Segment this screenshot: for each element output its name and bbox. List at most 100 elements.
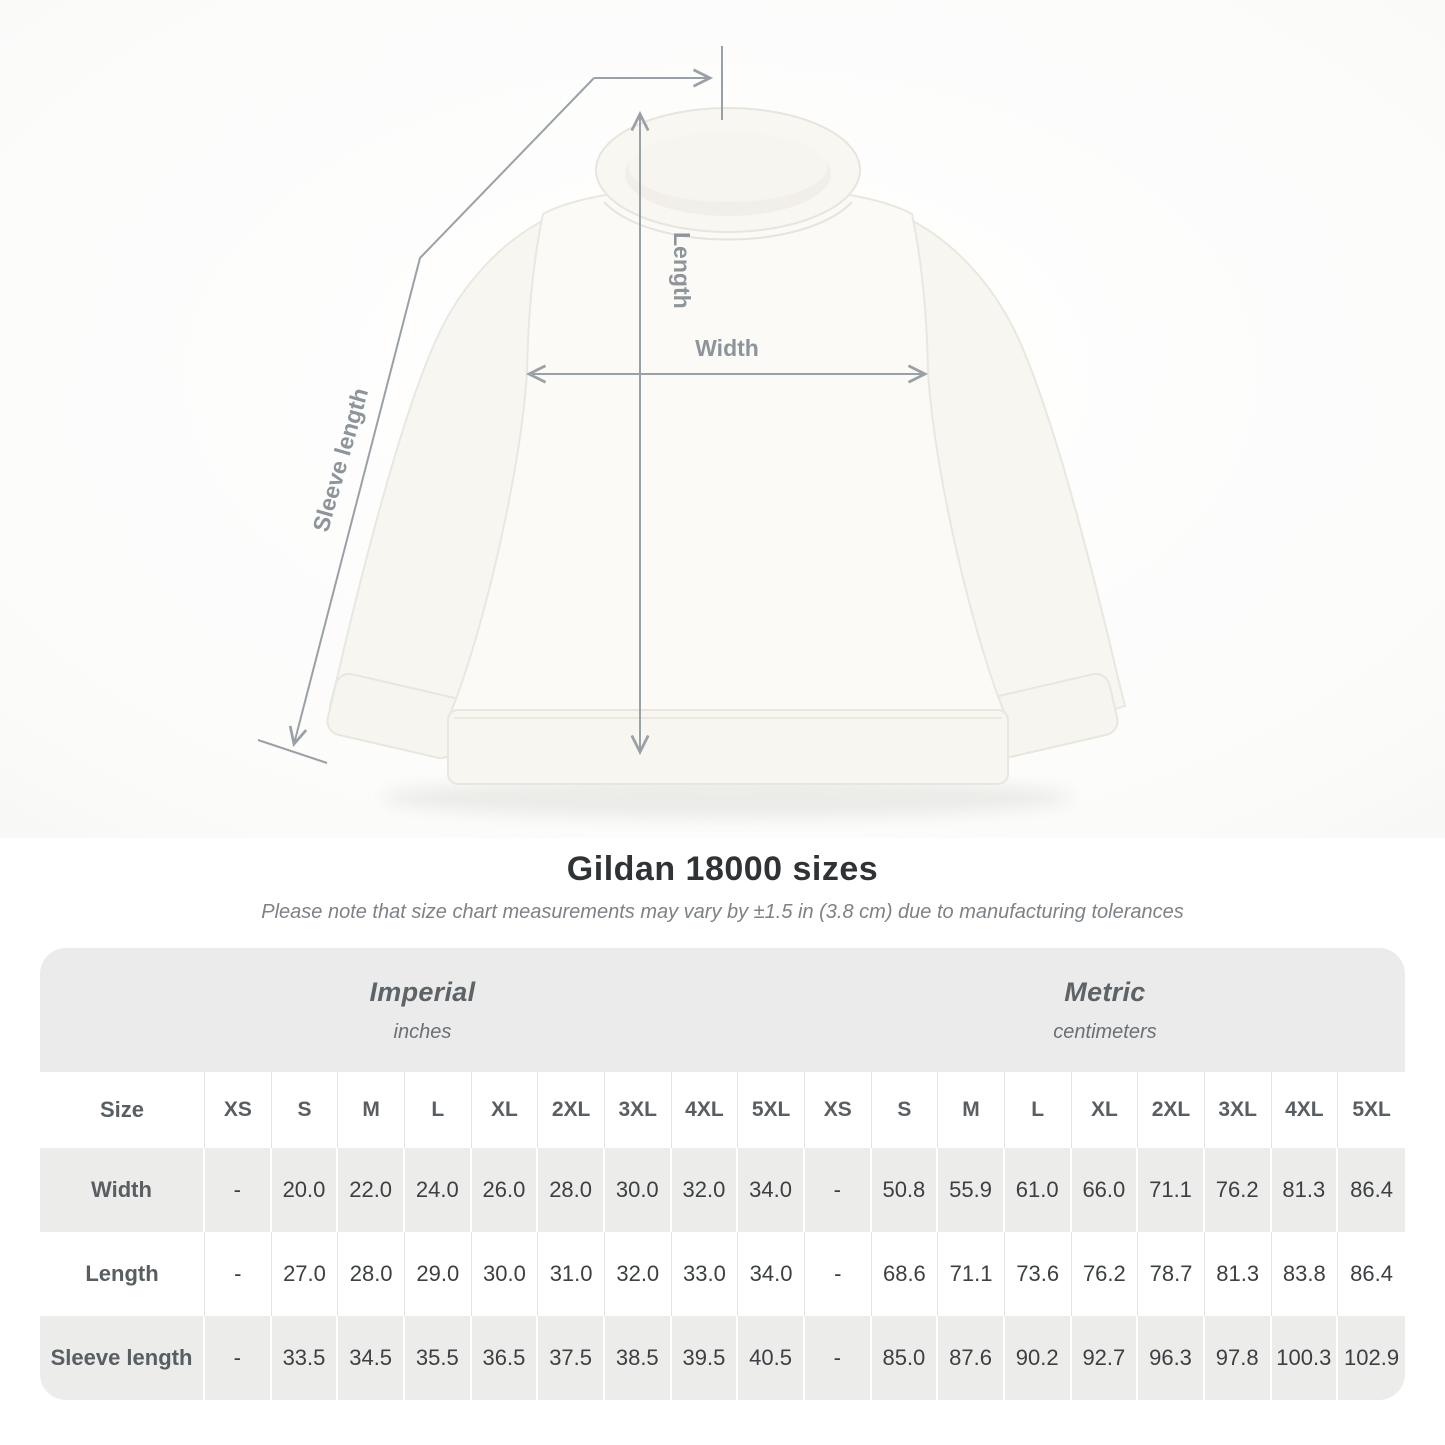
width-label: Width xyxy=(695,335,759,361)
unit-band-row: Imperial inches Metric centimeters xyxy=(40,948,1405,1072)
size-col-metric-3xl: 3XL xyxy=(1204,1072,1272,1148)
value-cell: 50.8 xyxy=(871,1148,939,1232)
value-cell: 35.5 xyxy=(404,1316,472,1400)
size-col-imperial-s: S xyxy=(271,1072,339,1148)
value-cell: 34.0 xyxy=(738,1148,805,1232)
row-length: Length -27.0 28.0 29.0 30.0 31.0 32.0 33.0 34.0… xyxy=(40,1232,1405,1316)
size-col-imperial-3xl: 3XL xyxy=(604,1072,672,1148)
size-col-metric-l: L xyxy=(1004,1072,1072,1148)
value-cell: - xyxy=(804,1232,872,1316)
value-cell: 83.8 xyxy=(1271,1232,1339,1316)
row-sleeve-length-label: Sleeve length xyxy=(40,1316,205,1400)
value-cell: 36.5 xyxy=(471,1316,539,1400)
size-col-metric-s: S xyxy=(871,1072,939,1148)
size-col-metric-4xl: 4XL xyxy=(1271,1072,1339,1148)
value-cell: 28.0 xyxy=(338,1232,405,1316)
value-cell: 71.1 xyxy=(1138,1148,1205,1232)
tolerance-note: Please note that size chart measurements… xyxy=(261,901,1184,923)
size-col-imperial-xs: XS xyxy=(205,1072,272,1148)
value-cell: 33.5 xyxy=(271,1316,339,1400)
sleeve-end-tick xyxy=(257,739,328,764)
imperial-group-header: Imperial inches xyxy=(40,948,805,1072)
value-cell: 38.5 xyxy=(604,1316,672,1400)
value-cell: 27.0 xyxy=(271,1232,339,1316)
value-cell: 61.0 xyxy=(1004,1148,1072,1232)
value-cell: 86.4 xyxy=(1338,1232,1405,1316)
value-cell: 73.6 xyxy=(1004,1232,1072,1316)
size-table-card: Imperial inches Metric centimeters Size … xyxy=(40,948,1405,1400)
value-cell: 76.2 xyxy=(1204,1148,1272,1232)
size-table: Imperial inches Metric centimeters Size … xyxy=(40,948,1405,1400)
title-block: Gildan 18000 sizes Please note that size… xyxy=(0,850,1445,924)
length-label: Length xyxy=(669,232,695,309)
collar-inner-back xyxy=(629,132,827,202)
value-cell: 24.0 xyxy=(404,1148,472,1232)
value-cell: 100.3 xyxy=(1271,1316,1339,1400)
page-title: Gildan 18000 sizes xyxy=(566,850,879,888)
hem-band xyxy=(447,709,1009,785)
value-cell: 90.2 xyxy=(1004,1316,1072,1400)
row-length-label: Length xyxy=(40,1232,205,1316)
size-col-imperial-l: L xyxy=(404,1072,472,1148)
value-cell: 71.1 xyxy=(938,1232,1005,1316)
value-cell: 102.9 xyxy=(1338,1316,1405,1400)
value-cell: 22.0 xyxy=(338,1148,405,1232)
value-cell: - xyxy=(205,1148,272,1232)
value-cell: 29.0 xyxy=(404,1232,472,1316)
value-cell: 40.5 xyxy=(738,1316,805,1400)
size-col-imperial-xl: XL xyxy=(471,1072,539,1148)
value-cell: 39.5 xyxy=(671,1316,739,1400)
size-col-metric-xs: XS xyxy=(804,1072,872,1148)
value-cell: 55.9 xyxy=(938,1148,1005,1232)
value-cell: 81.3 xyxy=(1204,1232,1272,1316)
size-col-imperial-5xl: 5XL xyxy=(738,1072,805,1148)
size-col-imperial-2xl: 2XL xyxy=(538,1072,605,1148)
value-cell: 76.2 xyxy=(1071,1232,1139,1316)
size-col-metric-5xl: 5XL xyxy=(1338,1072,1405,1148)
value-cell: - xyxy=(205,1316,272,1400)
metric-group-unit: centimeters xyxy=(1053,1020,1157,1043)
value-cell: 96.3 xyxy=(1138,1316,1205,1400)
value-cell: 28.0 xyxy=(538,1148,605,1232)
size-header-row: Size XS S M L XL 2XL 3XL 4XL 5XL XS S M L XL 2XL 3XL 4XL… xyxy=(40,1072,1405,1148)
row-sleeve-length: Sleeve length -33.5 34.5 35.5 36.5 37.5 38.5 3… xyxy=(40,1316,1405,1400)
value-cell: 26.0 xyxy=(471,1148,539,1232)
value-cell: - xyxy=(804,1148,872,1232)
value-cell: 20.0 xyxy=(271,1148,339,1232)
value-cell: 68.6 xyxy=(871,1232,939,1316)
value-cell: 33.0 xyxy=(671,1232,739,1316)
value-cell: 32.0 xyxy=(671,1148,739,1232)
value-cell: 30.0 xyxy=(471,1232,539,1316)
size-col-metric-xl: XL xyxy=(1071,1072,1139,1148)
value-cell: - xyxy=(205,1232,272,1316)
value-cell: 66.0 xyxy=(1071,1148,1139,1232)
value-cell: 30.0 xyxy=(604,1148,672,1232)
measurement-guides xyxy=(257,46,929,764)
value-cell: 34.0 xyxy=(738,1232,805,1316)
sweatshirt-figure: Width Length Sleeve length xyxy=(0,0,1445,838)
value-cell: 78.7 xyxy=(1138,1232,1205,1316)
metric-group-name: Metric xyxy=(1064,976,1146,1007)
metric-group-header: Metric centimeters xyxy=(804,948,1405,1072)
row-width: Width -20.0 22.0 24.0 26.0 28.0 30.0 32.0 34.0-… xyxy=(40,1148,1405,1232)
value-cell: 92.7 xyxy=(1071,1316,1139,1400)
size-col-imperial-4xl: 4XL xyxy=(671,1072,739,1148)
size-col-metric-2xl: 2XL xyxy=(1138,1072,1205,1148)
value-cell: 32.0 xyxy=(604,1232,672,1316)
value-cell: 97.8 xyxy=(1204,1316,1272,1400)
value-cell: 86.4 xyxy=(1338,1148,1405,1232)
value-cell: - xyxy=(804,1316,872,1400)
ground-shadow xyxy=(382,778,1072,818)
value-cell: 31.0 xyxy=(538,1232,605,1316)
value-cell: 87.6 xyxy=(938,1316,1005,1400)
size-col-imperial-m: M xyxy=(338,1072,405,1148)
value-cell: 81.3 xyxy=(1271,1148,1339,1232)
size-col-metric-m: M xyxy=(938,1072,1005,1148)
value-cell: 85.0 xyxy=(871,1316,939,1400)
size-header-label: Size xyxy=(40,1072,205,1148)
product-photo: Width Length Sleeve length xyxy=(0,0,1445,838)
value-cell: 37.5 xyxy=(538,1316,605,1400)
value-cell: 34.5 xyxy=(338,1316,405,1400)
row-width-label: Width xyxy=(40,1148,205,1232)
